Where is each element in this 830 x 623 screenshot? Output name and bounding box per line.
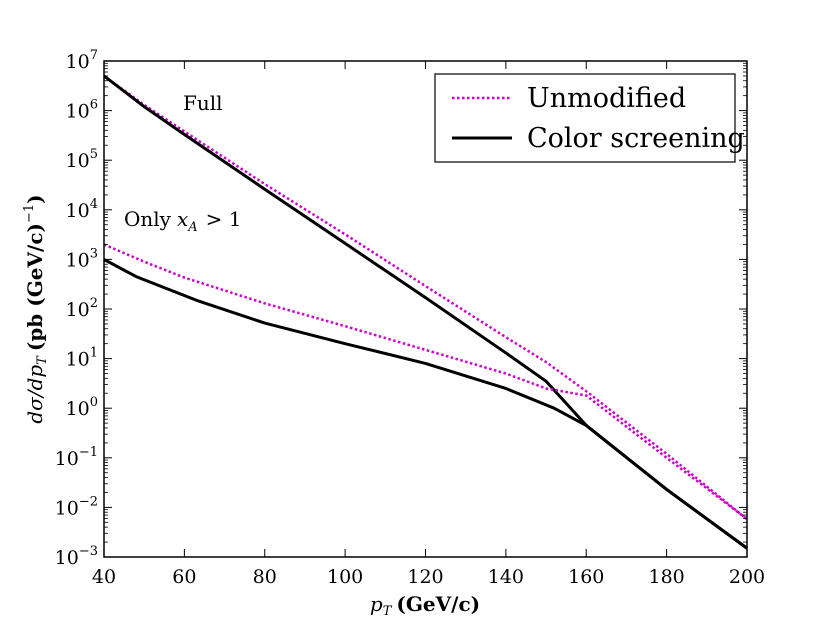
legend-label-unmodified: Unmodified [527, 83, 686, 114]
x-tick-label: 40 [92, 566, 116, 588]
legend-label-color-screening: Color screening [527, 123, 745, 154]
series-line-1 [103, 74, 748, 521]
y-tick-label: 10−2 [55, 494, 98, 519]
annotation-full: Full [183, 91, 223, 115]
plot-frame [103, 60, 748, 558]
x-tick-label: 80 [253, 566, 277, 588]
y-tick-label: 105 [66, 147, 98, 172]
x-axis-label: pT (GeV/c) [370, 592, 480, 619]
series-layer [103, 74, 748, 550]
y-tick-label: 107 [66, 48, 98, 73]
legend-box [434, 73, 736, 163]
y-tick-label: 100 [66, 395, 98, 420]
y-tick-label: 10−3 [55, 544, 98, 569]
y-tick-label: 103 [66, 246, 98, 271]
series-line-3 [103, 243, 748, 521]
y-axis-label: dσ/dpT(pb (GeV/c)−1) [22, 194, 50, 423]
x-tick-label: 140 [488, 566, 524, 588]
y-tick-label: 102 [66, 296, 98, 321]
y-tick-label: 106 [66, 98, 98, 123]
series-line-4 [103, 258, 748, 550]
x-tick-label: 60 [172, 566, 196, 588]
x-tick-label: 200 [729, 566, 765, 588]
x-tick-label: 160 [568, 566, 604, 588]
x-tick-label: 180 [648, 566, 684, 588]
y-tick-label: 104 [66, 197, 98, 222]
legend: Unmodified Color screening [434, 73, 745, 163]
ticks-layer: 40 60 80 100 120 140 160 180 200 10−3 10−2 10−1 100 1… [55, 48, 765, 588]
annotation-only: Only xA > 1 [124, 207, 242, 235]
x-tick-label: 100 [327, 566, 363, 588]
y-tick-label: 10−1 [55, 445, 98, 470]
y-tick-label: 101 [66, 346, 98, 371]
x-tick-label: 120 [407, 566, 443, 588]
